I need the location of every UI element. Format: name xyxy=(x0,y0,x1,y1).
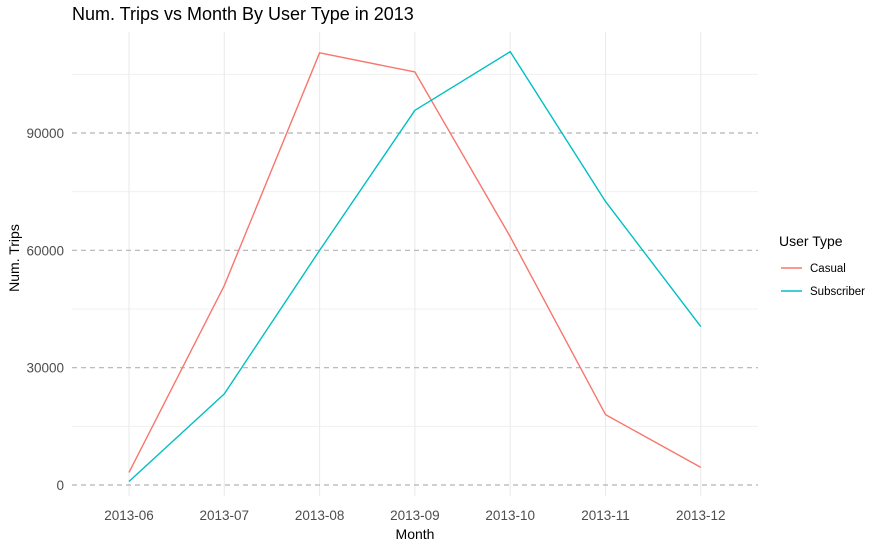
x-tick-label: 2013-10 xyxy=(485,508,535,523)
x-tick-label: 2013-07 xyxy=(200,508,250,523)
y-tick-label: 30000 xyxy=(26,361,64,376)
series-line-casual xyxy=(128,52,702,473)
x-tick-label: 2013-08 xyxy=(295,508,345,523)
legend-items: Casual Subscriber xyxy=(781,263,865,298)
grid xyxy=(72,32,758,496)
x-tick-label: 2013-11 xyxy=(581,508,630,523)
x-tick-label: 2013-12 xyxy=(676,508,726,523)
x-axis-ticks: 2013-06 2013-07 2013-08 2013-09 2013-10 2013-… xyxy=(104,508,725,523)
legend-title: User Type xyxy=(779,233,843,249)
series-line-subscriber xyxy=(128,50,702,482)
x-axis-title: Month xyxy=(396,526,435,542)
x-tick-label: 2013-09 xyxy=(390,508,440,523)
series-lines xyxy=(128,50,702,482)
legend-label-subscriber: Subscriber xyxy=(810,286,865,298)
chart-title: Num. Trips vs Month By User Type in 2013 xyxy=(72,4,414,24)
legend: User Type Casual Subscriber xyxy=(779,233,865,298)
y-axis-title: Num. Trips xyxy=(6,224,22,292)
y-axis-ticks: 0 30000 60000 90000 xyxy=(26,126,64,493)
y-tick-label: 0 xyxy=(56,478,64,493)
x-tick-label: 2013-06 xyxy=(104,508,154,523)
y-tick-label: 60000 xyxy=(26,243,64,258)
y-tick-label: 90000 xyxy=(26,126,64,141)
legend-label-casual: Casual xyxy=(810,263,846,275)
